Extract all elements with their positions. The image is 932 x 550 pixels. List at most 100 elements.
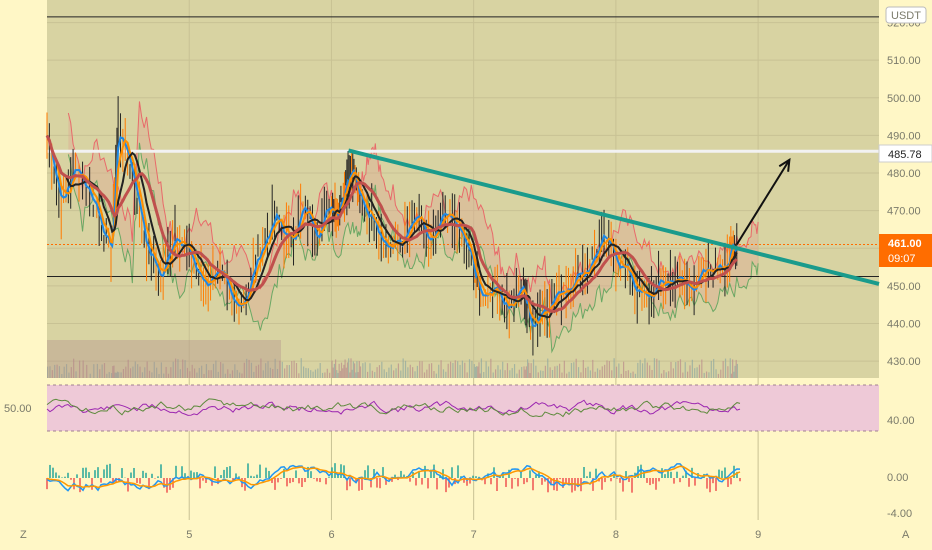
volume-bar: [167, 373, 170, 378]
volume-bar: [682, 372, 684, 378]
volume-bar: [535, 365, 537, 378]
volume-bar: [265, 363, 267, 378]
corner-right-label[interactable]: A: [902, 529, 910, 541]
volume-bar: [73, 358, 75, 378]
volume-bar: [646, 362, 648, 378]
volume-bar: [703, 372, 705, 378]
arrow-shaft: [735, 159, 791, 246]
volume-bar: [474, 366, 477, 378]
volume-bar: [120, 372, 122, 378]
volume-bar: [452, 362, 454, 378]
volume-bar: [442, 369, 445, 378]
volume-bar: [479, 373, 481, 378]
volume-bar: [613, 358, 615, 378]
volume-bar: [608, 361, 610, 378]
volume-bar: [537, 372, 539, 378]
volume-bar: [575, 358, 577, 378]
time-tick-label: 7: [471, 529, 477, 541]
volume-bar: [160, 362, 162, 378]
volume-bar: [433, 371, 435, 378]
macd-pane: [46, 463, 741, 493]
volume-bar: [409, 364, 411, 378]
volume-bar: [604, 364, 606, 378]
volume-bar: [457, 361, 459, 378]
volume-bar: [127, 359, 129, 378]
volume-bar: [551, 370, 554, 378]
volume-bar: [272, 369, 274, 378]
volume-bar: [577, 367, 580, 378]
volume-bar: [369, 363, 371, 378]
volume-bar: [303, 366, 305, 378]
volume-bar: [116, 371, 119, 378]
volume-bar: [300, 358, 302, 378]
volume-bar: [620, 373, 622, 378]
volume-bar: [243, 362, 245, 378]
volume-bar: [344, 359, 346, 378]
volume-bar: [561, 372, 563, 378]
macd-neg-label: -4.00: [887, 508, 912, 520]
volume-bar: [177, 359, 179, 378]
price-tick-label: 480.00: [887, 168, 921, 180]
volume-bar: [189, 371, 191, 378]
volume-bar: [530, 363, 532, 378]
currency-badge[interactable]: [885, 6, 927, 24]
volume-bar: [353, 363, 356, 378]
volume-bar: [637, 362, 639, 378]
volume-bar: [487, 366, 490, 378]
volume-bar: [319, 363, 321, 378]
volume-bar: [492, 372, 494, 378]
volume-bar: [381, 361, 383, 378]
volume-bar: [426, 369, 428, 378]
volume-bar: [267, 361, 269, 378]
volume-bar: [346, 362, 349, 378]
moving-average-line: [46, 135, 738, 319]
volume-bar: [205, 364, 208, 378]
volume-bar: [518, 369, 520, 378]
corner-left-label[interactable]: Z: [20, 529, 27, 541]
arrow-head: [778, 157, 791, 172]
volume-bar: [497, 365, 499, 378]
volume-bar: [529, 373, 531, 378]
volume-bar: [338, 363, 340, 378]
volume-bar: [137, 364, 139, 378]
volume-bar: [357, 372, 359, 378]
volume-bar: [356, 361, 358, 378]
volume-bar: [630, 372, 632, 378]
volume-bar: [362, 363, 364, 378]
volume-bar: [212, 363, 215, 378]
volume-bar: [115, 372, 117, 378]
volume-bar: [331, 360, 333, 378]
volume-bar: [103, 363, 106, 378]
volume-bar: [730, 373, 733, 378]
volume-bar: [485, 361, 487, 378]
volume-bar: [47, 366, 49, 378]
volume-bar: [416, 365, 418, 378]
volume-bar: [239, 372, 241, 378]
volume-bar: [231, 370, 234, 378]
moving-average-line: [46, 135, 738, 324]
volume-bar: [279, 360, 281, 378]
volume-bar: [224, 373, 226, 378]
volume-bar: [568, 371, 570, 378]
volume-bar: [506, 363, 509, 378]
volume-bar: [215, 360, 217, 378]
volume-bar: [582, 360, 584, 378]
volume-bar: [358, 361, 360, 378]
volume-bar: [129, 368, 132, 378]
drawings: [348, 148, 880, 286]
volume-bar: [490, 358, 492, 378]
volume-bar: [111, 373, 113, 378]
volume-bar: [63, 366, 65, 378]
rsi-left-label: 50.00: [4, 403, 32, 415]
volume-bar: [376, 367, 378, 378]
current-price-tag: [879, 234, 932, 267]
volume-bar: [106, 373, 108, 378]
volume-bar: [511, 368, 513, 378]
volume-bar: [208, 370, 210, 378]
volume-bar: [317, 368, 319, 378]
volume-bar: [447, 363, 449, 378]
volume-bar: [196, 372, 198, 378]
volume-bar: [532, 359, 535, 378]
volume-bar: [227, 369, 229, 378]
